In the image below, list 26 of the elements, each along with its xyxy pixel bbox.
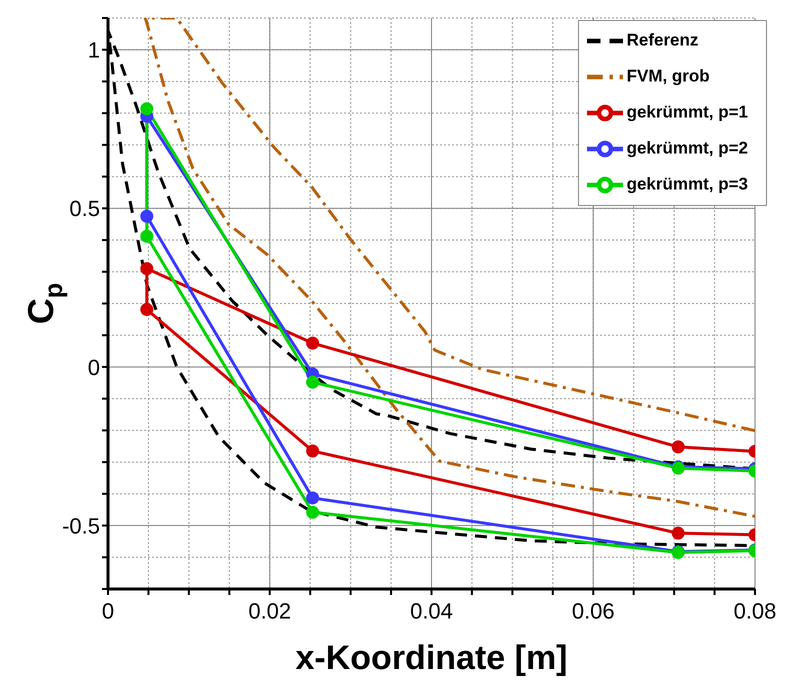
y-tick-label: 0 xyxy=(88,354,100,380)
legend-label: FVM, grob xyxy=(626,66,710,86)
y-tick-label: 0.5 xyxy=(69,196,100,222)
point xyxy=(672,440,685,454)
legend-label: Referenz xyxy=(626,30,698,50)
point xyxy=(306,376,320,389)
point xyxy=(140,303,154,316)
legend-label: gekrümmt, p=1 xyxy=(626,102,748,122)
legend-label: gekrümmt, p=2 xyxy=(626,138,748,158)
point xyxy=(140,262,154,276)
point xyxy=(306,491,320,504)
legend-label: gekrümmt, p=3 xyxy=(626,174,748,194)
point xyxy=(140,210,154,223)
point xyxy=(140,102,154,116)
x-tick-label: 0.02 xyxy=(248,598,292,624)
x-tick-label: 0.04 xyxy=(410,598,453,624)
x-tick-label: 0.08 xyxy=(734,598,776,624)
y-tick-label: -0.5 xyxy=(62,513,100,538)
point xyxy=(306,444,320,458)
point xyxy=(672,526,685,540)
x-axis-title: x-Koordinate [m] xyxy=(296,639,568,677)
point xyxy=(140,230,154,243)
x-tick-label: 0.06 xyxy=(572,598,615,624)
point xyxy=(306,336,320,350)
point xyxy=(306,506,320,519)
y-tick-label: 1 xyxy=(88,38,100,63)
